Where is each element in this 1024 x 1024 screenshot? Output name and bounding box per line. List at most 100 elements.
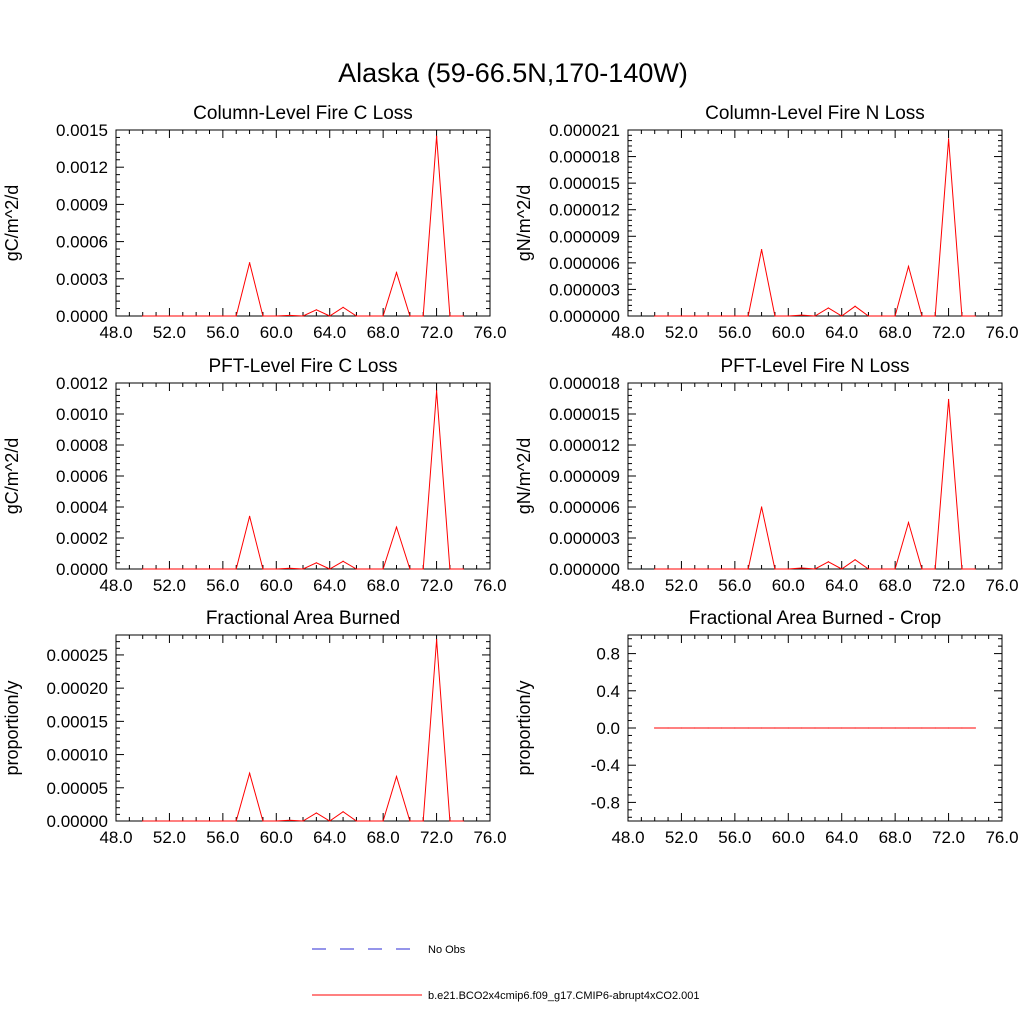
data-point [289, 819, 291, 821]
data-point [315, 562, 317, 564]
data-point [867, 315, 870, 317]
panel-title: PFT-Level Fire C Loss [209, 356, 398, 377]
x-tick-label: 68.0 [879, 576, 912, 595]
plot-frame [627, 382, 1003, 570]
y-tick-label: 0.0012 [56, 158, 108, 177]
y-tick-label: -0.8 [591, 793, 620, 812]
data-point [787, 315, 789, 317]
y-tick-label: 0.0000 [56, 560, 108, 579]
legend: No Obs b.e21.BCO2x4cmip6.f09_g17.CMIP6-a… [312, 944, 700, 1002]
x-tick-label: 60.0 [772, 323, 805, 342]
x-tick-label: 48.0 [99, 576, 132, 595]
data-point [921, 727, 923, 729]
data-point [867, 727, 870, 729]
y-tick-label: 0.0004 [56, 498, 108, 517]
data-point [921, 568, 923, 570]
x-tick-label: 52.0 [665, 576, 698, 595]
data-point [774, 568, 776, 570]
data-point [881, 568, 883, 570]
data-point [881, 315, 883, 317]
x-tick-label: 64.0 [313, 828, 346, 847]
data-point [907, 265, 910, 267]
data-point [248, 772, 251, 774]
x-tick-label: 52.0 [153, 323, 186, 342]
data-point [422, 315, 424, 317]
x-tick-label: 76.0 [473, 576, 506, 595]
y-tick-label: 0.000012 [549, 201, 620, 220]
data-point [409, 315, 411, 317]
data-point [747, 315, 749, 317]
data-point [289, 314, 291, 316]
data-point [155, 568, 157, 570]
data-point [369, 820, 371, 822]
data-point [155, 820, 157, 822]
data-point [894, 568, 896, 570]
data-point [947, 398, 950, 401]
x-tick-label: 72.0 [420, 828, 453, 847]
x-tick-label: 68.0 [367, 323, 400, 342]
x-tick-label: 48.0 [99, 828, 132, 847]
x-tick-label: 48.0 [611, 323, 644, 342]
data-point [854, 305, 856, 307]
data-point [774, 727, 776, 729]
x-tick-label: 76.0 [985, 323, 1018, 342]
data-point [734, 568, 736, 570]
data-point [142, 820, 144, 822]
data-point [961, 315, 963, 317]
y-tick-label: 0.8 [596, 645, 620, 664]
y-tick-label: 0.0002 [56, 529, 108, 548]
data-point [462, 568, 464, 570]
data-point [921, 315, 923, 317]
data-point [667, 727, 669, 729]
y-tick-label: -0.4 [591, 756, 620, 775]
data-point [195, 568, 197, 570]
y-tick-label: 0.000003 [549, 529, 620, 548]
data-point [342, 306, 344, 308]
data-point [694, 568, 696, 570]
x-tick-label: 72.0 [932, 828, 965, 847]
data-point [142, 568, 144, 570]
chart-panel-column-level-fire-c-loss: Column-Level Fire C Loss 48.0 52.0 56.0 60.0… [2, 103, 507, 342]
data-point [382, 315, 384, 317]
data-point [707, 568, 709, 570]
data-point [680, 727, 683, 729]
plot-frame [627, 129, 1003, 317]
y-tick-label: 0.000006 [549, 254, 620, 273]
x-tick-label: 52.0 [665, 323, 698, 342]
data-point [422, 568, 424, 570]
data-point [854, 727, 856, 729]
data-point [894, 315, 896, 317]
y-axis-label: gN/m^2/d [514, 438, 534, 514]
data-point [422, 820, 424, 822]
x-tick-label: 52.0 [153, 828, 186, 847]
data-point [435, 639, 438, 641]
data-point [395, 775, 398, 778]
y-tick-label: 0.000003 [549, 280, 620, 299]
series-line-b-e21-bco2x4cmip6-f09-g17-cmip6-abrupt4xco2-001 [654, 399, 976, 570]
series-line-b-e21-bco2x4cmip6-f09-g17-cmip6-abrupt4xco2-001 [142, 390, 464, 570]
data-point [774, 315, 776, 317]
data-point [395, 526, 398, 528]
data-point [707, 727, 709, 729]
data-point [262, 820, 264, 822]
data-point [449, 820, 451, 822]
y-tick-label: 0.0012 [56, 374, 108, 393]
x-tick-label: 60.0 [260, 323, 293, 342]
data-point [654, 568, 656, 570]
x-tick-label: 48.0 [611, 828, 644, 847]
panel-title: Column-Level Fire N Loss [705, 103, 925, 124]
data-point [720, 315, 723, 317]
chart-panel-pft-level-fire-c-loss: PFT-Level Fire C Loss 48.0 52.0 56.0 60.0 64.… [2, 356, 507, 595]
y-tick-label: 0.000018 [549, 148, 620, 167]
y-axis-label: gC/m^2/d [2, 185, 22, 261]
data-point [974, 568, 976, 570]
x-tick-label: 68.0 [367, 828, 400, 847]
data-point [934, 727, 936, 729]
figure-title: Alaska (59-66.5N,170-140W) [338, 58, 688, 88]
data-point [707, 315, 709, 317]
data-point [787, 727, 789, 729]
chart-panels: Column-Level Fire C Loss 48.0 52.0 56.0 60.0… [2, 103, 1019, 847]
data-point [262, 568, 264, 570]
y-tick-label: 0.000006 [549, 498, 620, 517]
